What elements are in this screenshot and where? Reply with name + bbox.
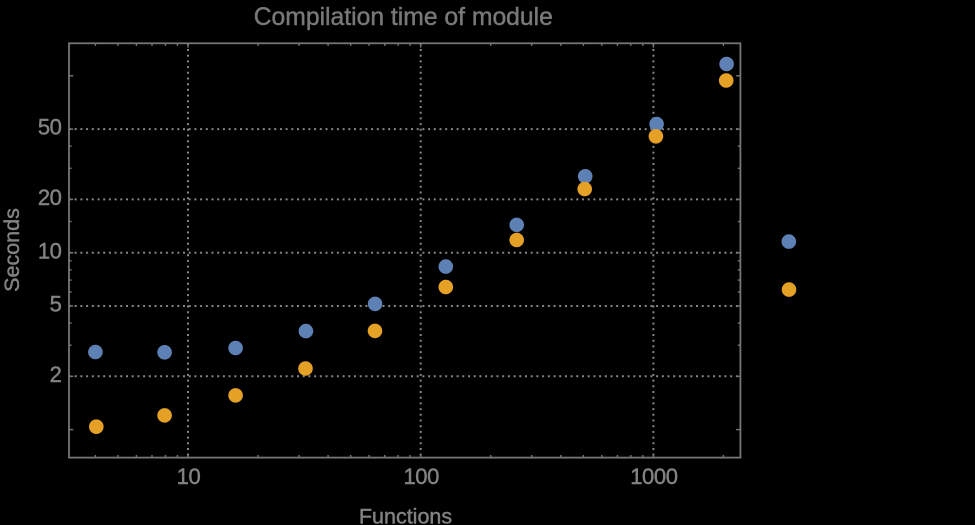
svg-text:10: 10 [38,238,62,263]
svg-text:Functions: Functions [359,504,452,525]
svg-text:20: 20 [38,185,62,210]
svg-text:1000: 1000 [630,464,678,489]
svg-text:5: 5 [50,292,62,317]
svg-text:50: 50 [38,115,62,140]
svg-text:10: 10 [177,464,201,489]
svg-text:Seconds: Seconds [0,208,24,292]
svg-text:100: 100 [403,464,439,489]
svg-text:Compilation time of module: Compilation time of module [254,4,553,31]
svg-text:2: 2 [50,362,62,387]
